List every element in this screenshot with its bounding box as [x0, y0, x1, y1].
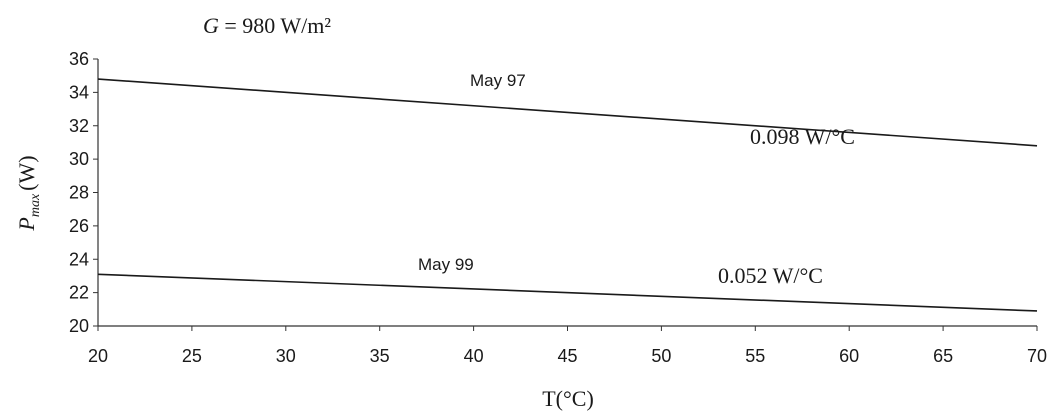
y-tick-label: 28 [69, 183, 89, 203]
y-tick-label: 32 [69, 116, 89, 136]
x-tick-label: 70 [1027, 346, 1047, 366]
x-tick-label: 30 [276, 346, 296, 366]
series-group [97, 78, 1038, 312]
x-tick-label: 20 [88, 346, 108, 366]
x-tick-label: 25 [182, 346, 202, 366]
x-tick-label: 55 [745, 346, 765, 366]
x-tick-label: 65 [933, 346, 953, 366]
x-tick-label: 45 [557, 346, 577, 366]
y-axis-ticks: 20 22 24 26 28 30 32 34 36 [69, 49, 98, 336]
y-tick-label: 22 [69, 283, 89, 303]
x-tick-label: 35 [370, 346, 390, 366]
y-label-subscript: max [28, 193, 43, 217]
y-label-unit: (W) [14, 155, 39, 190]
annotation-slope-may-97: 0.098 W/°C [750, 124, 855, 149]
y-tick-label: 36 [69, 49, 89, 69]
y-tick-label: 30 [69, 149, 89, 169]
y-axis-label: Pmax (W) [14, 155, 43, 231]
x-tick-label: 40 [464, 346, 484, 366]
y-tick-label: 34 [69, 82, 89, 102]
x-axis-ticks: 20 25 30 35 40 45 50 55 60 65 70 [88, 326, 1047, 366]
series-label-may-97: May 97 [470, 71, 526, 90]
x-tick-label: 60 [839, 346, 859, 366]
series-label-may-99: May 99 [418, 255, 474, 274]
title-symbol: G [203, 13, 219, 38]
y-tick-label: 26 [69, 216, 89, 236]
x-axis-label: T(°C) [542, 386, 594, 411]
chart-title: G = 980 W/m² [203, 13, 331, 38]
series-line-may-97 [97, 78, 1038, 147]
x-tick-label: 50 [651, 346, 671, 366]
y-tick-label: 24 [69, 249, 89, 269]
annotation-slope-may-99: 0.052 W/°C [718, 263, 823, 288]
series-line-may-99 [97, 273, 1038, 312]
title-rest: = 980 W/m² [219, 13, 331, 38]
y-tick-label: 20 [69, 316, 89, 336]
y-label-symbol: P [14, 217, 39, 231]
